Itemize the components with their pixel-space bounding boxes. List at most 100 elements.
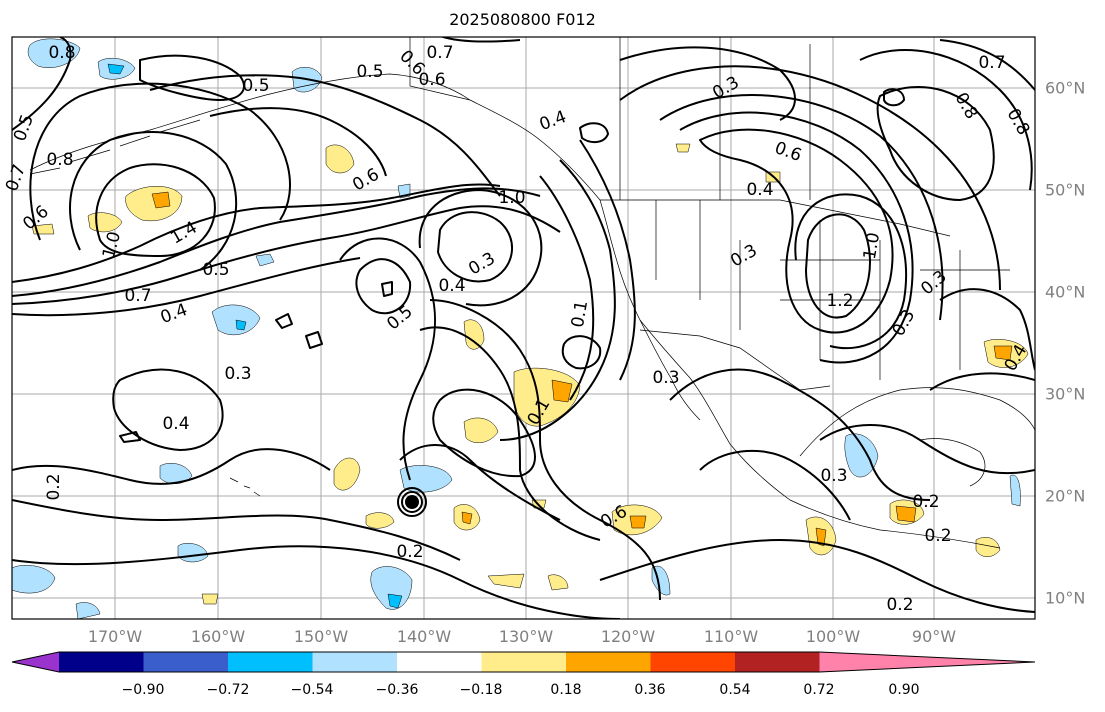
contour-label: 1.2 <box>826 291 853 311</box>
latitude-label: 50°N <box>1045 180 1086 200</box>
contour-line <box>699 449 851 521</box>
colorbar <box>11 651 1036 673</box>
latitude-label: 40°N <box>1045 282 1086 302</box>
baja-coast <box>639 319 701 421</box>
contour-label: 0.2 <box>44 473 64 500</box>
contour-line <box>619 46 796 121</box>
contour-label: 0.7 <box>978 53 1005 73</box>
gulf-of-mexico-coast <box>799 387 1035 457</box>
latitude-label: 10°N <box>1045 588 1086 608</box>
contour-line <box>305 331 323 349</box>
longitude-label: 170°W <box>87 627 143 646</box>
contour-label: 1.0 <box>860 231 884 261</box>
colorbar-outline <box>11 651 1036 673</box>
positive-anomaly-area <box>487 573 525 589</box>
negative-anomaly-area <box>27 38 81 68</box>
contour-line <box>679 111 914 364</box>
contour-label: 0.6 <box>418 70 445 90</box>
contour-line <box>95 163 216 257</box>
contour-line <box>599 539 1035 613</box>
contour-line <box>859 49 1033 191</box>
alaska-canada-border <box>409 37 471 101</box>
contour-line <box>883 88 905 107</box>
contour-line <box>699 128 894 334</box>
contour-label: 0.5 <box>242 76 269 96</box>
contour-line <box>929 372 1035 391</box>
contour-line <box>619 65 1001 291</box>
contour-label: 0.5 <box>356 62 383 82</box>
colorbar-tick-label: 0.90 <box>888 682 920 698</box>
positive-anomaly-area <box>201 593 219 605</box>
contour-label: 0.4 <box>162 414 189 434</box>
positive-anomaly-area <box>333 457 361 491</box>
contour-line <box>149 74 501 197</box>
contour-line <box>12 187 541 297</box>
contour-label: 0.4 <box>438 276 465 296</box>
contour-label: 0.5 <box>10 112 38 144</box>
contour-line <box>69 131 238 271</box>
positive-anomaly-area <box>993 345 1013 361</box>
positive-anomaly-area <box>325 144 355 174</box>
contour-line <box>29 82 291 241</box>
contour-line <box>659 94 944 321</box>
contour-label: 0.3 <box>820 466 847 486</box>
longitude-label: 130°W <box>498 627 554 646</box>
colorbar-segment <box>228 652 313 672</box>
contour-line <box>419 326 601 541</box>
contour-line <box>669 368 931 501</box>
contour-line <box>119 431 141 443</box>
colorbar-segment <box>735 652 820 672</box>
contour-lines <box>12 37 1035 619</box>
latitude-label: 60°N <box>1045 78 1086 98</box>
contour-label: 0.5 <box>202 260 229 280</box>
positive-anomaly-area <box>463 319 485 350</box>
colorbar-tick-label: 0.72 <box>803 682 835 698</box>
contour-label: 0.2 <box>924 526 951 546</box>
contour-label: 0.3 <box>727 241 760 272</box>
colorbar-segment <box>59 652 144 672</box>
positive-anomaly-area <box>125 186 183 222</box>
contour-line <box>418 189 543 307</box>
negative-anomaly-area <box>235 319 247 331</box>
colorbar-tick-label: 0.54 <box>719 682 751 698</box>
closed-low-center <box>397 487 427 517</box>
positive-anomaly-area <box>975 537 1001 557</box>
contour-label: 0.6 <box>772 138 804 166</box>
contour-line <box>209 107 387 177</box>
negative-anomaly-area <box>75 602 101 619</box>
contour-label: 0.3 <box>917 267 951 300</box>
negative-anomaly-area <box>107 63 125 75</box>
colorbar-segment <box>650 652 736 672</box>
colorbar-segment <box>566 652 651 672</box>
contour-line <box>12 183 501 283</box>
map-frame <box>11 36 1036 620</box>
contour-label: 1.0 <box>498 188 525 208</box>
contour-line <box>275 313 293 329</box>
west-coast <box>469 99 1001 549</box>
colorbar-tick-label: −0.18 <box>459 682 503 698</box>
yucatan <box>919 438 986 487</box>
colorbar-tick-label: −0.72 <box>206 682 250 698</box>
contour-label: 0.3 <box>889 306 920 339</box>
colorbar-extend-min <box>12 652 59 672</box>
contour-label: 0.8 <box>48 43 75 63</box>
longitude-label: 90°W <box>911 627 957 646</box>
contour-label: 0.8 <box>1003 105 1034 138</box>
contour-label: 0.2 <box>396 542 423 562</box>
contour-line <box>399 444 561 521</box>
negative-anomaly-area <box>159 463 193 484</box>
contour-label: 0.7 <box>2 162 30 194</box>
contour-line <box>381 281 393 297</box>
contour-label: 0.3 <box>652 368 679 388</box>
contour-line <box>561 335 602 370</box>
contour-label: 0.3 <box>224 364 251 384</box>
contour-label: 0.7 <box>124 286 151 306</box>
contour-label: 0.2 <box>886 595 913 615</box>
negative-anomaly-area <box>255 253 275 267</box>
colorbar-tick-label: −0.36 <box>375 682 419 698</box>
positive-anomaly-area <box>87 212 123 233</box>
contour-line <box>12 205 561 305</box>
colorbar-segment <box>143 652 229 672</box>
longitude-label: 160°W <box>190 627 246 646</box>
contour-line <box>139 54 245 101</box>
